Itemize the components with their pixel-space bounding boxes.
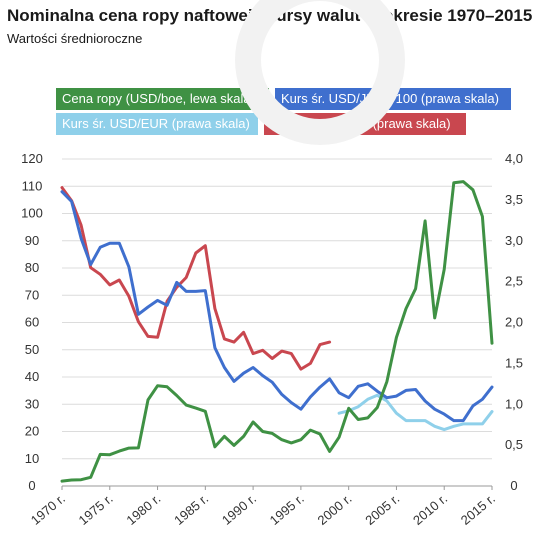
right-axis-tick-label: 3,5 <box>505 192 523 207</box>
series-line-oil-price <box>60 180 494 483</box>
left-axis-tick-label: 20 <box>25 424 39 439</box>
right-axis-tick-label: 1,0 <box>505 396 523 411</box>
right-axis-tick-label: 0,5 <box>505 437 523 452</box>
right-axis-tick-label: 1,5 <box>505 355 523 370</box>
chart-subtitle: Wartości średnioroczne <box>7 31 143 46</box>
x-axis-tick-label: 1970 r. <box>28 491 68 528</box>
left-axis-tick-label: 50 <box>25 342 39 357</box>
left-axis-tick-label: 40 <box>25 369 39 384</box>
legend-label-oil: Cena ropy (USD/boe, lewa skala) <box>62 91 255 106</box>
x-axis-tick-label: 1975 r. <box>76 491 116 528</box>
legend-item-usdeur: Kurs śr. USD/EUR (prawa skala) <box>56 113 258 135</box>
right-axis-tick-label: 0 <box>510 478 517 493</box>
left-axis-tick-label: 30 <box>25 396 39 411</box>
x-axis-tick-label: 2015 r. <box>458 491 498 528</box>
background-watermark-circle <box>235 0 405 145</box>
left-axis-tick-label: 70 <box>25 287 39 302</box>
x-axis-tick-label: 1980 r. <box>123 491 163 528</box>
left-axis-tick-label: 80 <box>25 260 39 275</box>
series-line-usd-dm <box>60 186 332 371</box>
left-axis-tick-label: 110 <box>22 178 43 193</box>
x-axis-tick-label: 2000 r. <box>314 491 354 528</box>
right-axis-tick-label: 4,0 <box>505 151 523 166</box>
left-axis-tick-label: 0 <box>28 478 35 493</box>
x-axis-tick-label: 1985 r. <box>171 491 211 528</box>
right-axis-tick-label: 2,5 <box>505 274 523 289</box>
x-axis-tick-label: 1990 r. <box>219 491 259 528</box>
left-axis-tick-label: 90 <box>25 233 39 248</box>
x-axis-tick-label: 2005 r. <box>362 491 402 528</box>
x-axis-tick-label: 1995 r. <box>267 491 307 528</box>
left-axis-tick-label: 10 <box>25 451 39 466</box>
series-line-usd-eur <box>337 393 494 432</box>
left-axis-tick-label: 100 <box>21 206 43 221</box>
x-axis-tick-label: 2010 r. <box>410 491 450 528</box>
legend-item-oil: Cena ropy (USD/boe, lewa skala) <box>56 88 269 110</box>
series-line-usd-jpy <box>60 190 494 423</box>
legend-label-usdeur: Kurs śr. USD/EUR (prawa skala) <box>62 116 250 131</box>
right-axis-tick-label: 3,0 <box>505 233 523 248</box>
left-axis-tick-label: 120 <box>21 151 43 166</box>
left-axis-tick-label: 60 <box>25 315 39 330</box>
right-axis-tick-label: 2,0 <box>505 315 523 330</box>
